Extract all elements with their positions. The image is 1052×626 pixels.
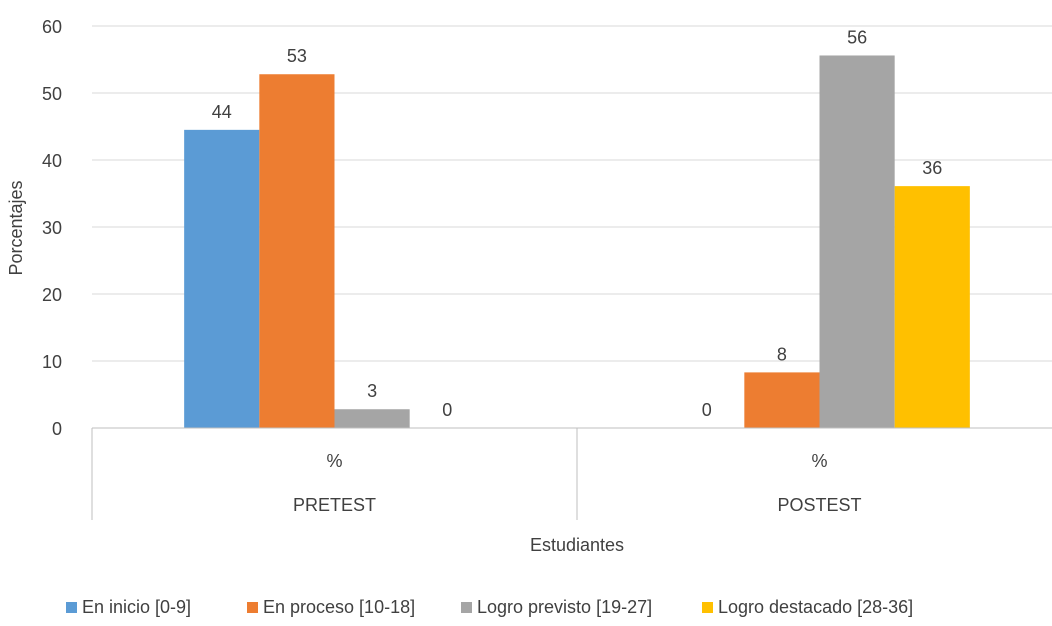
legend-label: En inicio [0-9] — [82, 597, 191, 617]
data-label: 8 — [777, 344, 787, 364]
y-tick-label: 60 — [42, 17, 62, 37]
legend: En inicio [0-9] En proceso [10-18] Logro p… — [66, 597, 913, 617]
y-tick-label: 40 — [42, 151, 62, 171]
data-label: 3 — [367, 381, 377, 401]
data-label: 53 — [287, 46, 307, 66]
bar — [894, 186, 970, 428]
data-label: 0 — [702, 400, 712, 420]
bar — [744, 372, 820, 428]
bar — [184, 129, 260, 428]
bar — [819, 55, 895, 428]
data-labels: 44 53 3 0 0 8 56 36 — [212, 27, 943, 420]
x-category-label: PRETEST — [293, 495, 376, 515]
legend-swatch — [461, 602, 472, 613]
y-axis-label: Porcentajes — [6, 180, 26, 275]
x-axis-label: Estudiantes — [530, 535, 624, 555]
legend-swatch — [702, 602, 713, 613]
legend-swatch — [247, 602, 258, 613]
y-tick-label: 30 — [42, 218, 62, 238]
y-tick-label: 0 — [52, 419, 62, 439]
legend-label: En proceso [10-18] — [263, 597, 415, 617]
bar — [259, 74, 335, 429]
legend-label: Logro destacado [28-36] — [718, 597, 913, 617]
y-tick-label: 50 — [42, 84, 62, 104]
legend-swatch — [66, 602, 77, 613]
data-label: 56 — [847, 27, 867, 47]
x-subcategory-label: % — [811, 451, 827, 471]
data-label: 44 — [212, 102, 232, 122]
bars — [184, 55, 970, 429]
bar — [334, 409, 410, 428]
y-tick-label: 20 — [42, 285, 62, 305]
legend-label: Logro previsto [19-27] — [477, 597, 652, 617]
x-subcategory-label: % — [326, 451, 342, 471]
y-tick-label: 10 — [42, 352, 62, 372]
x-axis: % PRETEST% POSTEST — [91, 427, 1052, 520]
y-axis-ticks: 0 10 20 30 40 50 60 — [42, 17, 62, 439]
data-label: 36 — [922, 158, 942, 178]
data-label: 0 — [442, 400, 452, 420]
x-category-label: POSTEST — [777, 495, 861, 515]
